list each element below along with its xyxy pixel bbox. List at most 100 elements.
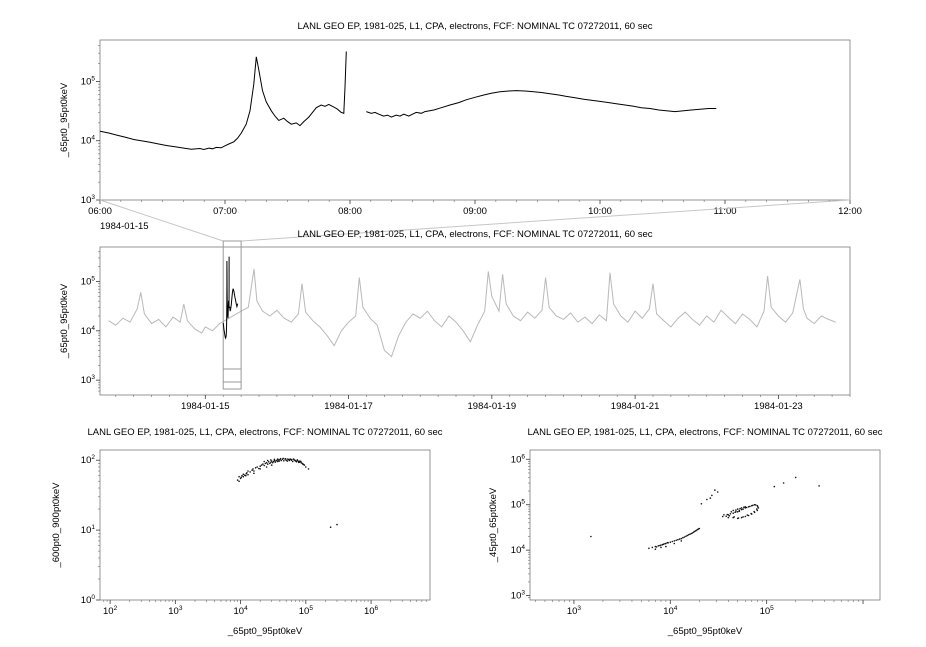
scatter-point xyxy=(680,537,683,540)
scatter-point xyxy=(302,463,305,466)
scatter-point xyxy=(726,513,729,516)
tick-label-exp: 103 xyxy=(567,605,582,617)
scatter-point xyxy=(294,459,296,462)
data-line xyxy=(366,90,717,118)
scatter-point xyxy=(264,462,267,465)
scatter-point xyxy=(745,506,748,509)
scatter-point xyxy=(648,547,650,550)
scatter-point xyxy=(689,533,691,535)
scatter-point xyxy=(263,464,266,467)
scatter-point xyxy=(245,473,247,475)
scatter-point xyxy=(240,476,242,479)
scatter-point xyxy=(307,468,310,470)
x-tick-label: 1984-01-19 xyxy=(468,401,517,412)
plot-frame[interactable] xyxy=(99,449,431,601)
scatter-point xyxy=(744,506,747,508)
scatter-point xyxy=(782,482,785,484)
scatter-point xyxy=(651,546,654,549)
scatter-point xyxy=(732,512,734,514)
scatter-point xyxy=(259,465,262,468)
scatter-point xyxy=(747,514,750,517)
scatter-point xyxy=(709,497,712,499)
scatter-point xyxy=(729,513,732,515)
scatter-point xyxy=(267,461,270,463)
context-date-label: 1984-01-15 xyxy=(100,221,149,232)
scatter-point xyxy=(773,485,776,488)
scatter-point xyxy=(278,460,281,462)
scatter-point xyxy=(273,459,276,462)
scatter-point xyxy=(687,534,690,536)
scatter-points xyxy=(590,476,820,550)
scatter-point xyxy=(732,509,734,512)
scatter-point xyxy=(655,546,658,548)
scatter-point xyxy=(270,459,272,461)
scatter-point xyxy=(750,504,753,507)
tick-label-exp: 103 xyxy=(81,374,96,386)
scatter-point xyxy=(295,460,297,462)
scatter-point xyxy=(289,458,291,461)
scatter-point xyxy=(265,461,268,464)
scatter-point xyxy=(252,468,254,470)
data-line xyxy=(99,51,347,151)
panel-top-timeseries: 06:00 07:00 08:00 09:00 10:00 11:00 12:00 103 10… xyxy=(81,39,862,217)
scatter-point xyxy=(273,458,276,461)
x-tick-label: 07:00 xyxy=(213,206,237,217)
scatter-point xyxy=(300,460,302,463)
panel-scatter-right: 103 104 105 103 104 105 106 xyxy=(511,449,881,617)
scatter-point xyxy=(283,460,285,462)
scatter-point xyxy=(282,457,285,460)
scatter-point xyxy=(721,515,724,518)
scatter-point xyxy=(256,466,259,468)
y-axis-label-scatter-right: _45pt0_65pt0keV xyxy=(488,487,499,563)
scatter-point xyxy=(692,531,695,533)
tick-label-exp: 102 xyxy=(81,454,96,466)
scatter-point xyxy=(671,540,674,543)
scatter-point xyxy=(276,460,279,463)
scatter-point xyxy=(673,542,676,545)
x-tick-label: 08:00 xyxy=(338,206,362,217)
tick-label-exp: 105 xyxy=(81,75,96,87)
scatter-point xyxy=(740,516,743,519)
scatter-point xyxy=(590,535,592,538)
highlight-line xyxy=(229,288,239,312)
y-axis-label-top: _65pt0_95pt0keV xyxy=(59,82,70,158)
scatter-point xyxy=(286,460,289,462)
scatter-point xyxy=(249,471,251,473)
scatter-point xyxy=(691,532,694,534)
scatter-point xyxy=(270,460,273,462)
scatter-point xyxy=(654,545,657,548)
scatter-point xyxy=(794,476,797,479)
plot-frame[interactable] xyxy=(99,39,851,201)
scatter-point xyxy=(254,467,257,469)
tick-label-exp: 103 xyxy=(511,590,526,602)
scatter-point xyxy=(305,466,307,468)
tick-label-exp: 105 xyxy=(511,499,526,511)
scatter-point xyxy=(742,516,744,518)
scatter-point xyxy=(686,534,689,537)
scatter-point xyxy=(818,485,820,487)
scatter-point xyxy=(757,506,759,508)
scatter-point xyxy=(673,540,676,542)
zoom-connector-right xyxy=(241,199,851,242)
plot-frame[interactable] xyxy=(529,449,881,601)
scatter-point xyxy=(737,517,740,519)
scatter-point xyxy=(265,466,268,468)
scatter-point xyxy=(292,458,295,460)
scatter-point xyxy=(260,464,263,466)
y-axis-label-context: _65pt0_95pt0keV xyxy=(59,283,70,359)
scatter-point xyxy=(661,543,664,546)
scatter-point xyxy=(274,461,277,463)
plot-title-top: LANL GEO EP, 1981-025, L1, CPA, electron… xyxy=(297,21,652,32)
selection-box[interactable] xyxy=(222,240,242,390)
scatter-point xyxy=(253,470,255,472)
x-tick-label: 1984-01-17 xyxy=(324,401,373,412)
plot-frame[interactable] xyxy=(99,246,851,396)
scatter-point xyxy=(685,535,687,538)
scatter-point xyxy=(723,514,725,516)
scatter-point xyxy=(727,516,730,519)
x-tick-label: 06:00 xyxy=(88,206,112,217)
scatter-point xyxy=(259,468,262,470)
scatter-point xyxy=(730,511,733,513)
scatter-point xyxy=(740,508,743,511)
